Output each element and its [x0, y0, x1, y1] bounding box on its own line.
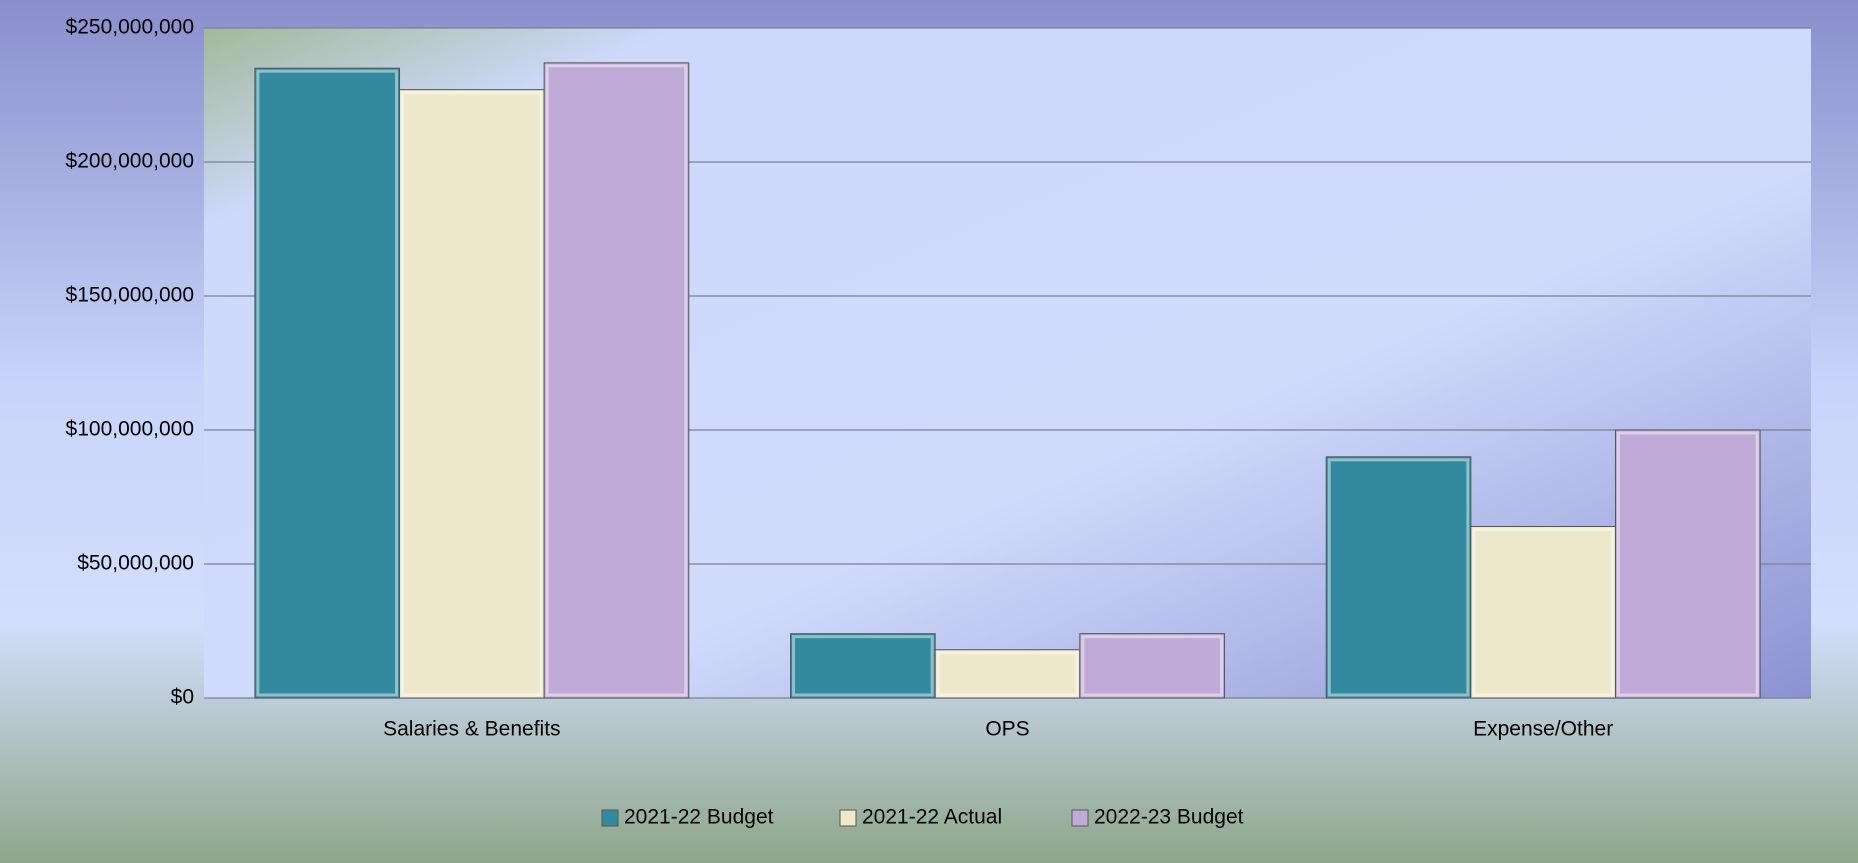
bar: [1079, 633, 1225, 699]
legend-label: 2021-22 Actual: [862, 806, 1002, 829]
bar: [543, 62, 690, 699]
bar-bevel: [401, 91, 543, 697]
legend-label: 2021-22 Budget: [624, 806, 774, 829]
y-tick-label: $50,000,000: [77, 552, 194, 575]
bar-bevel: [1472, 527, 1614, 697]
bar-bevel: [1616, 431, 1759, 697]
x-tick-label: Salaries & Benefits: [383, 718, 560, 741]
bar: [934, 649, 1081, 699]
bar-bevel: [1327, 458, 1470, 697]
y-tick-label: $100,000,000: [66, 418, 194, 441]
bar: [790, 633, 936, 699]
x-tick-label: Expense/Other: [1473, 718, 1613, 741]
bar-bevel: [792, 635, 934, 697]
y-tick-label: $150,000,000: [66, 284, 194, 307]
bar-bevel: [545, 64, 688, 697]
y-tick-label: $200,000,000: [66, 150, 194, 173]
y-tick-label: $0: [171, 686, 194, 709]
bar: [1470, 525, 1616, 699]
bar-bevel: [256, 69, 399, 697]
bar: [1614, 429, 1761, 699]
legend-marker: [1071, 809, 1089, 827]
y-tick-label: $250,000,000: [66, 16, 194, 39]
bar-bevel: [1081, 635, 1223, 697]
bar: [399, 89, 545, 699]
bar: [254, 67, 401, 699]
legend-marker: [839, 809, 857, 827]
x-tick-label: OPS: [985, 718, 1029, 741]
bar: [1325, 456, 1472, 699]
bar-bevel: [936, 651, 1079, 697]
legend-marker: [601, 809, 619, 827]
legend-label: 2022-23 Budget: [1094, 806, 1244, 829]
